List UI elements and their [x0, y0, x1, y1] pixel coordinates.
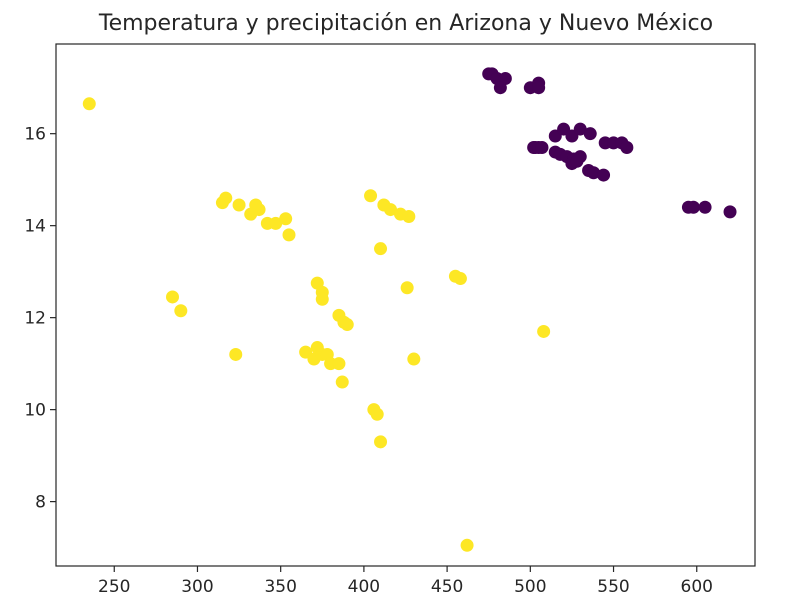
x-tick-label: 550 [597, 577, 629, 597]
y-tick-label: 14 [24, 217, 46, 237]
data-point-series-2 [219, 191, 233, 205]
data-point-series-1 [620, 140, 634, 154]
x-tick-label: 300 [181, 577, 213, 597]
data-point-series-1 [587, 166, 601, 180]
data-point-series-2 [82, 97, 96, 111]
data-point-series-2 [384, 203, 398, 217]
data-point-series-1 [573, 122, 587, 136]
x-tick-label: 450 [431, 577, 463, 597]
data-points [82, 67, 737, 552]
data-point-series-2 [370, 407, 384, 421]
data-point-series-2 [174, 304, 188, 318]
data-point-series-2 [453, 272, 467, 286]
data-point-series-2 [229, 347, 243, 361]
data-point-series-2 [374, 435, 388, 449]
x-tick-label: 350 [264, 577, 296, 597]
data-point-series-1 [583, 127, 597, 141]
data-point-series-2 [340, 318, 354, 332]
data-point-series-2 [364, 189, 378, 203]
data-point-series-1 [535, 140, 549, 154]
data-point-series-1 [493, 81, 507, 95]
data-point-series-1 [723, 205, 737, 219]
data-point-series-2 [335, 375, 349, 389]
data-point-series-1 [698, 200, 712, 214]
data-point-series-2 [400, 281, 414, 295]
y-tick-label: 12 [24, 309, 46, 329]
data-point-series-1 [532, 81, 546, 95]
data-point-series-2 [269, 216, 283, 230]
data-point-series-2 [537, 324, 551, 338]
data-point-series-2 [460, 538, 474, 552]
data-point-series-2 [332, 357, 346, 371]
y-tick-label: 8 [35, 493, 46, 513]
data-point-series-2 [374, 242, 388, 256]
x-tick-label: 600 [681, 577, 713, 597]
data-point-series-2 [279, 212, 293, 226]
data-point-series-2 [407, 352, 421, 366]
x-tick-label: 400 [348, 577, 380, 597]
x-tick-label: 500 [514, 577, 546, 597]
x-tick-label: 250 [98, 577, 130, 597]
axis-ticks: 250 300 350 400 450 500 550 600 8 10 12 14 16 [24, 125, 713, 597]
data-point-series-2 [402, 209, 416, 223]
y-tick-label: 16 [24, 125, 46, 145]
y-tick-label: 10 [24, 401, 46, 421]
data-point-series-2 [244, 207, 258, 221]
data-point-series-2 [282, 228, 296, 242]
data-point-series-1 [686, 200, 700, 214]
data-point-series-2 [232, 198, 246, 212]
data-point-series-1 [570, 154, 584, 168]
data-point-series-2 [315, 292, 329, 306]
chart-title: Temperatura y precipitación en Arizona y… [98, 11, 713, 36]
plot-frame [55, 43, 756, 567]
data-point-series-2 [166, 290, 179, 304]
data-point-series-1 [597, 168, 611, 182]
